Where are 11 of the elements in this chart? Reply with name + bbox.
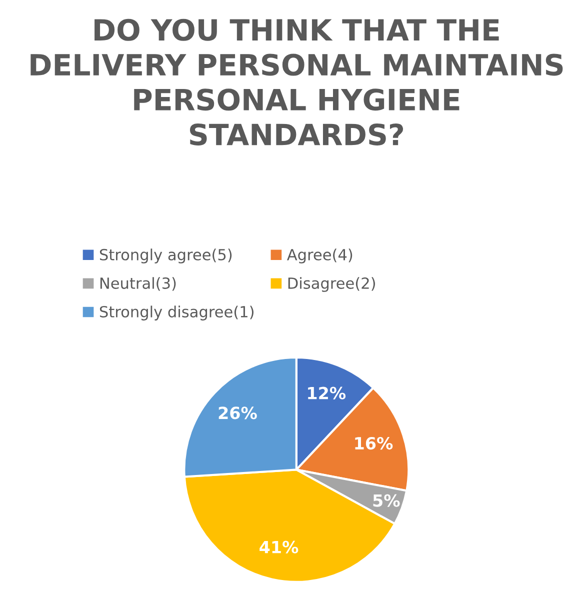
legend-label: Strongly disagree(1) xyxy=(100,306,254,320)
data-label: 12% xyxy=(308,386,346,400)
legend-label: Disagree(2) xyxy=(288,277,375,292)
data-label: 41% xyxy=(260,540,298,554)
legend-label: Agree(4) xyxy=(287,248,352,264)
legend-label: Strongly agree(5) xyxy=(100,248,232,264)
data-label: 26% xyxy=(218,406,257,420)
legend-label: Neutral(3) xyxy=(100,277,176,291)
data-label: 16% xyxy=(355,436,393,450)
data-label: 5% xyxy=(373,494,400,507)
chart-title: DO YOU THINK THAT THE DELIVERY PERSONAL MAINTAINS PERSONAL HYGIENE STANDARDS? xyxy=(30,18,563,146)
